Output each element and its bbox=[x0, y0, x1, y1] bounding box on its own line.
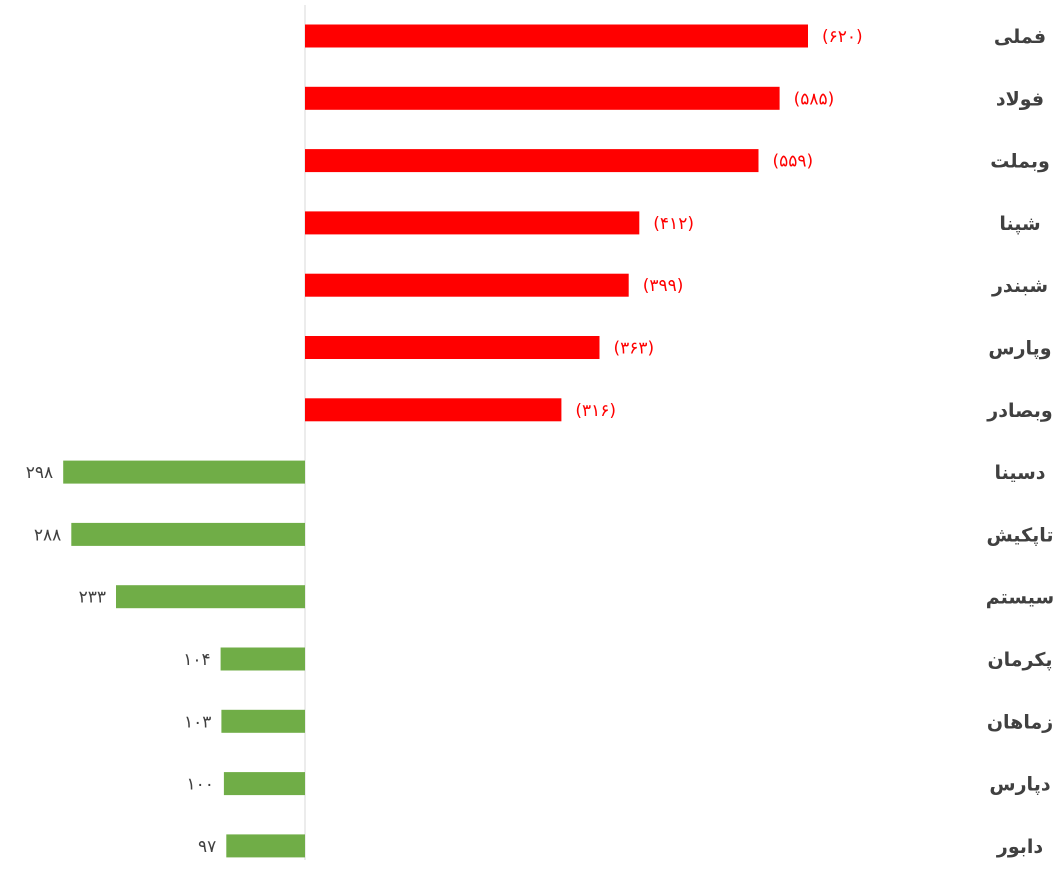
bar bbox=[116, 585, 305, 609]
category-label: پکرمان bbox=[987, 649, 1052, 671]
bar bbox=[305, 398, 562, 422]
category-label: فملی bbox=[994, 26, 1046, 48]
data-label: ۹۷ bbox=[198, 837, 216, 857]
bar bbox=[305, 211, 640, 235]
category-label: سیستم bbox=[986, 587, 1054, 609]
category-label: زماهان bbox=[987, 711, 1053, 733]
bar bbox=[226, 834, 305, 858]
category-label: فولاد bbox=[996, 88, 1044, 110]
bar bbox=[220, 647, 305, 671]
data-label: (۳۹۹) bbox=[643, 276, 684, 296]
category-label: دپارس bbox=[989, 774, 1050, 796]
category-label: وبملت bbox=[990, 151, 1050, 173]
bar bbox=[305, 336, 600, 359]
category-label: تاپکیش bbox=[986, 524, 1053, 546]
bars-group bbox=[63, 24, 808, 858]
bar bbox=[305, 86, 780, 110]
bar bbox=[305, 149, 759, 173]
data-label: (۵۵۹) bbox=[773, 152, 814, 172]
data-label: ۱۰۴ bbox=[183, 650, 210, 670]
bar bbox=[63, 460, 306, 484]
data-label: ۲۸۸ bbox=[34, 525, 61, 545]
data-label: ۲۹۸ bbox=[26, 463, 53, 483]
data-label: (۴۱۲) bbox=[653, 214, 694, 234]
data-label: (۳۱۶) bbox=[575, 401, 616, 421]
bar bbox=[221, 709, 305, 733]
bar bbox=[305, 273, 629, 297]
data-label: ۱۰۰ bbox=[186, 775, 213, 795]
data-label: (۳۶۳) bbox=[614, 339, 655, 359]
data-label: ۱۰۳ bbox=[184, 712, 211, 732]
category-label: شبندر bbox=[991, 275, 1048, 297]
category-label: دسینا bbox=[994, 462, 1045, 484]
category-labels-group: فملی فولاد وبملت شپنا شبندر وپارس وبصادر دسینا ت… bbox=[986, 26, 1054, 858]
data-label: (۵۸۵) bbox=[794, 89, 835, 109]
data-label: (۶۲۰) bbox=[822, 27, 863, 47]
bar bbox=[223, 772, 305, 796]
data-labels-group: (۶۲۰) (۵۸۵) (۵۵۹) (۴۱۲) (۳۹۹) (۳۶۳) (۳۱۶) ۲۹۸ ۲۸… bbox=[26, 27, 863, 857]
category-label: شپنا bbox=[999, 213, 1040, 235]
bar bbox=[71, 522, 305, 546]
category-label: وبصادر bbox=[986, 400, 1053, 422]
bar bbox=[305, 24, 808, 48]
data-label: ۲۳۳ bbox=[79, 588, 106, 608]
category-label: دابور bbox=[996, 836, 1043, 858]
category-label: وپارس bbox=[988, 338, 1051, 360]
